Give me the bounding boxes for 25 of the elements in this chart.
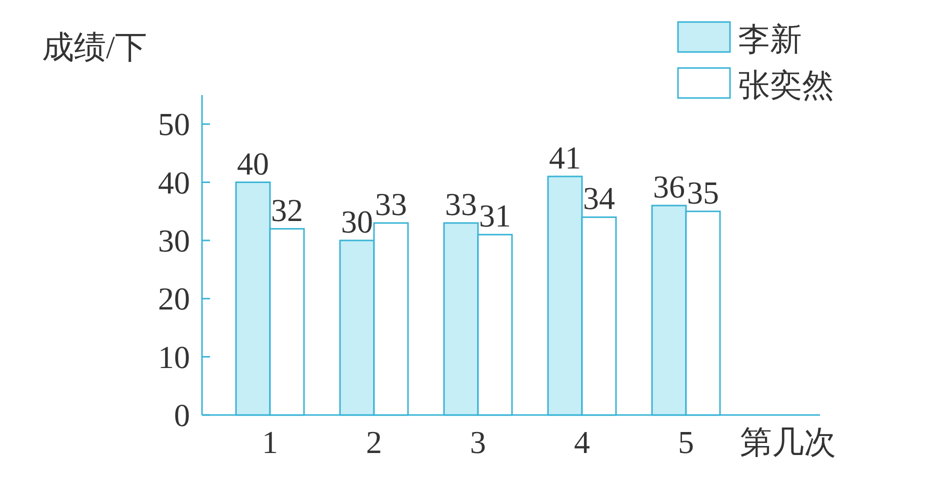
legend-label: 张奕然 xyxy=(738,67,834,103)
x-tick-label: 4 xyxy=(574,424,590,460)
data-label: 33 xyxy=(375,186,407,222)
x-tick-label: 2 xyxy=(366,424,382,460)
x-tick-label: 5 xyxy=(678,424,694,460)
data-label: 36 xyxy=(653,168,685,205)
data-label: 32 xyxy=(271,192,303,228)
y-axis-title: 成绩/下 xyxy=(42,29,147,65)
data-label: 35 xyxy=(687,174,719,210)
data-label: 34 xyxy=(583,180,615,216)
x-tick-label: 3 xyxy=(470,424,486,460)
x-axis-title: 第几次 xyxy=(740,424,836,460)
data-label: 33 xyxy=(445,186,477,222)
data-label: 41 xyxy=(549,139,581,176)
y-tick-label: 20 xyxy=(158,280,190,317)
y-tick-label: 30 xyxy=(158,222,190,258)
x-tick-label: 1 xyxy=(262,424,278,460)
legend-label: 李新 xyxy=(738,21,802,57)
data-label: 30 xyxy=(341,203,373,240)
y-tick-label: 10 xyxy=(158,338,190,375)
data-label: 31 xyxy=(479,198,511,234)
y-tick-label: 40 xyxy=(158,164,190,200)
y-tick-label: 50 xyxy=(158,106,190,142)
data-label: 40 xyxy=(237,145,269,182)
y-tick-label: 0 xyxy=(174,397,190,433)
